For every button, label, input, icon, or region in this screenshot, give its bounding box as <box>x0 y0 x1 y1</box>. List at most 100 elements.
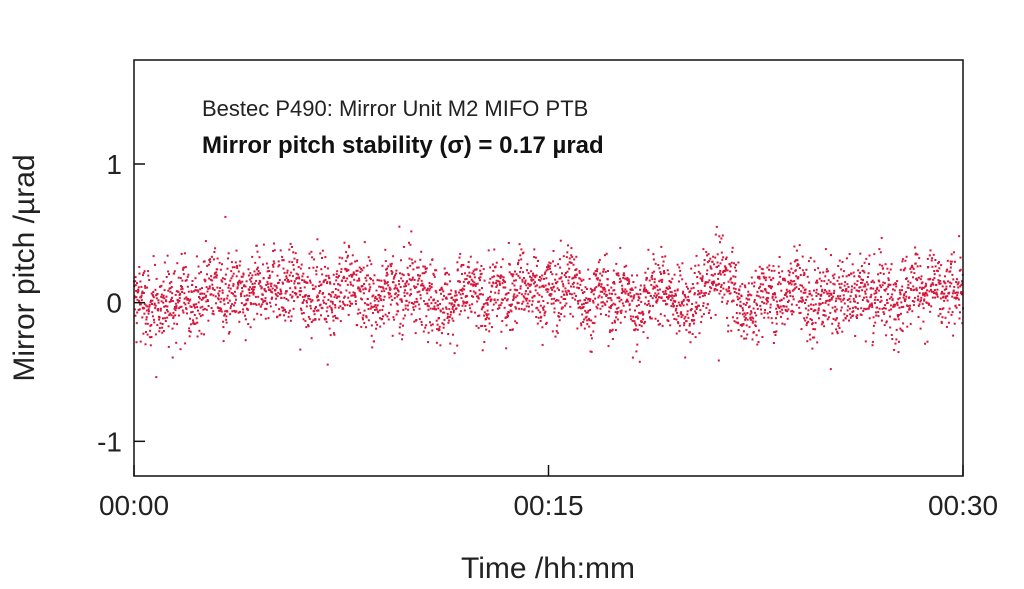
data-point <box>804 288 807 291</box>
data-point <box>221 277 224 280</box>
data-point <box>583 318 586 321</box>
data-point <box>882 311 885 314</box>
data-point <box>217 297 220 300</box>
data-point <box>414 332 417 335</box>
x-axis-ticks: 00:00 00:15 00:30 <box>99 465 998 521</box>
data-point <box>787 308 790 311</box>
data-point <box>863 271 866 274</box>
data-point <box>531 303 533 306</box>
data-point <box>245 299 248 302</box>
data-point <box>441 322 444 325</box>
data-point <box>376 304 379 307</box>
data-point <box>645 288 647 291</box>
data-point <box>755 314 758 317</box>
data-point <box>857 307 859 310</box>
data-point <box>546 302 549 305</box>
data-point <box>860 282 862 284</box>
data-point <box>691 283 694 285</box>
data-point <box>729 278 732 281</box>
data-point <box>440 292 442 295</box>
data-point <box>934 296 937 299</box>
data-point <box>859 271 861 274</box>
data-point <box>172 317 175 319</box>
data-point <box>889 283 892 286</box>
data-point <box>825 270 828 273</box>
data-point <box>632 281 635 283</box>
data-point <box>626 277 629 279</box>
data-point <box>291 295 294 298</box>
data-point <box>178 300 181 302</box>
data-point <box>903 292 906 295</box>
data-point <box>472 295 475 298</box>
data-point <box>487 313 490 316</box>
data-point <box>211 279 214 282</box>
data-point <box>765 276 768 279</box>
data-point <box>461 287 464 290</box>
data-point <box>385 287 388 290</box>
data-point <box>546 288 549 291</box>
data-point <box>425 267 428 270</box>
data-point <box>564 298 567 300</box>
data-point <box>394 292 397 295</box>
data-point <box>743 315 746 318</box>
data-point <box>516 289 519 292</box>
data-point <box>392 277 395 280</box>
data-point <box>508 304 511 306</box>
data-point <box>181 291 184 293</box>
data-point <box>556 287 559 290</box>
data-point <box>234 261 237 264</box>
data-point <box>196 321 199 324</box>
data-point <box>561 280 564 283</box>
data-point <box>756 307 759 310</box>
data-point <box>347 254 349 257</box>
data-point <box>912 267 915 270</box>
data-point <box>774 296 777 299</box>
data-point <box>880 299 883 302</box>
data-point <box>834 305 837 308</box>
data-point <box>449 313 452 316</box>
data-point <box>936 270 939 273</box>
data-point <box>349 281 352 284</box>
data-point <box>163 297 166 300</box>
data-point <box>248 294 251 297</box>
data-point <box>163 305 166 308</box>
data-point <box>868 317 871 320</box>
data-point <box>242 273 245 276</box>
data-point <box>180 288 183 291</box>
data-point <box>760 308 762 311</box>
data-point <box>207 305 210 307</box>
data-point <box>916 253 919 256</box>
data-point <box>771 296 774 299</box>
data-point <box>937 262 940 265</box>
data-point <box>364 302 366 305</box>
data-point <box>677 315 680 318</box>
data-point <box>433 275 436 278</box>
data-point <box>475 283 478 286</box>
data-point <box>895 338 898 341</box>
data-point <box>250 288 253 290</box>
data-point <box>584 309 587 312</box>
data-point <box>604 290 607 293</box>
data-point <box>611 303 614 306</box>
data-point <box>349 305 352 307</box>
data-point <box>193 303 196 306</box>
data-point <box>837 324 840 327</box>
data-point <box>207 287 210 290</box>
data-point <box>293 257 296 260</box>
data-point <box>280 290 282 293</box>
data-point <box>702 313 705 316</box>
data-point <box>844 281 847 284</box>
data-point <box>949 270 952 273</box>
data-point <box>692 286 695 289</box>
data-point <box>949 266 952 269</box>
data-point <box>263 289 266 292</box>
data-point <box>517 261 520 264</box>
data-point <box>807 304 810 307</box>
data-point <box>841 275 844 278</box>
data-point <box>149 344 152 347</box>
data-point <box>418 290 421 293</box>
data-point <box>811 323 814 326</box>
data-point <box>174 302 177 305</box>
data-point <box>684 315 687 318</box>
data-point <box>221 263 223 266</box>
